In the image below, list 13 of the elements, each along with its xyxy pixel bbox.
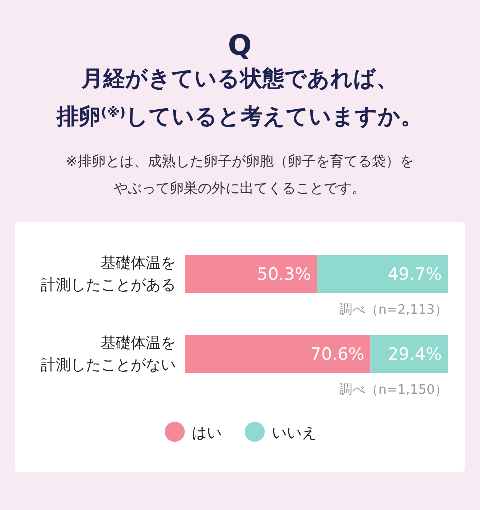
- data-label: 29.4%: [388, 345, 442, 365]
- annotation: 調べ（n=1,150）: [340, 383, 448, 398]
- chart-title: 月経がきている状態であれば、排卵$^{(※)}$していると考えていますか。: [56, 66, 423, 130]
- data-label: 50.3%: [257, 265, 312, 285]
- annotation: 調べ（n=2,113）: [340, 303, 448, 318]
- legend-label: いいえ: [272, 424, 317, 442]
- text: Q: [228, 29, 252, 62]
- data-label: 49.7%: [388, 265, 442, 285]
- y-tick-label: 基礎体温を計測したことがない: [41, 334, 176, 374]
- chart-subtitle: ※排卵とは、成熟した卵子が卵胞（卵子を育てる袋）をやぶって卵巣の外に出てくることです。: [66, 153, 414, 197]
- y-tick-label: 基礎体温を計測したことがある: [41, 254, 176, 294]
- legend-label: はい: [192, 424, 222, 442]
- data-label: 70.6%: [310, 345, 365, 365]
